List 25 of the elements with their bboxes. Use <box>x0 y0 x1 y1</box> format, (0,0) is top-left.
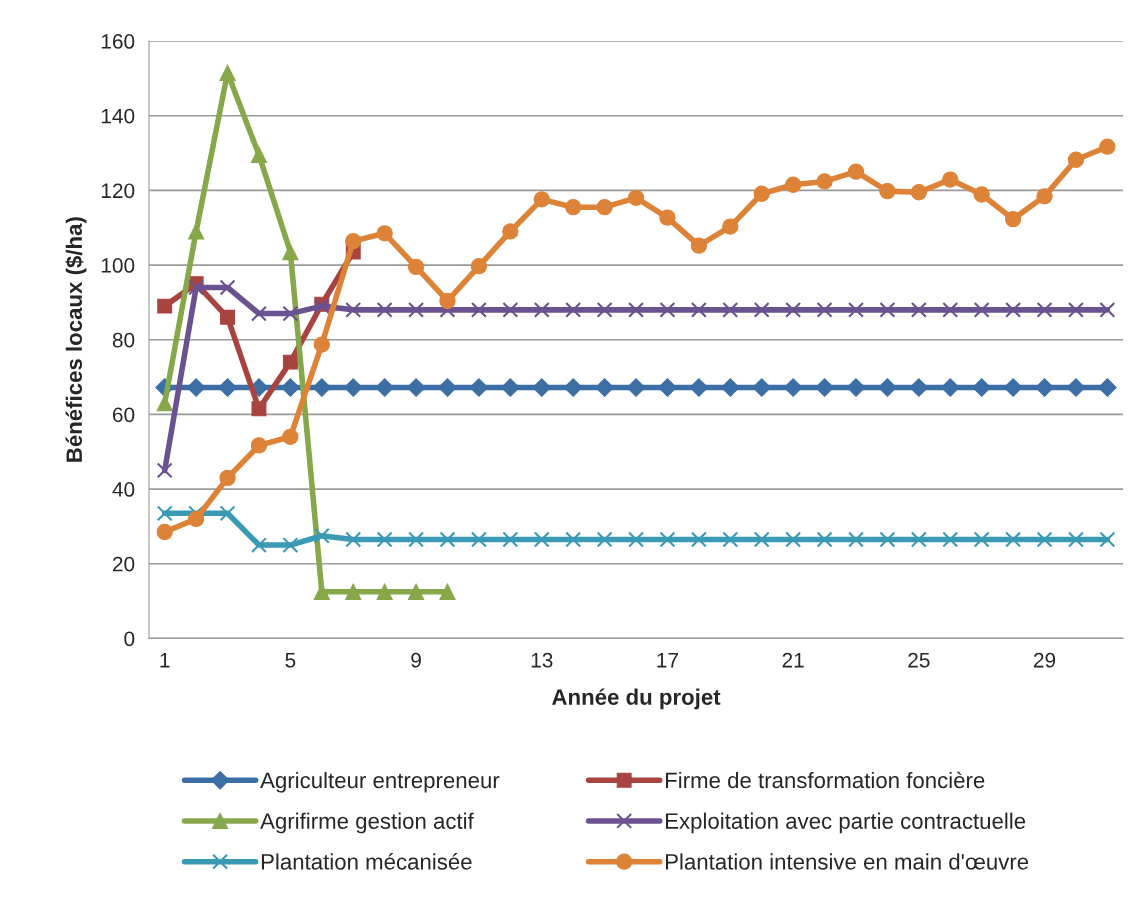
y-axis-title: Bénéfices locaux ($/ha) <box>65 217 87 462</box>
x-tick-label: 1 <box>160 653 170 668</box>
legend-label: Firme de transformation foncière <box>665 771 985 789</box>
legend-label: Exploitation avec partie contractuelle <box>665 812 1026 834</box>
x-tick-label: 17 <box>657 653 678 668</box>
legend-label: Plantation mécanisée <box>261 853 472 870</box>
y-tick-label: 40 <box>112 482 135 497</box>
x-tick-label: 9 <box>411 652 421 668</box>
y-tick-label: 140 <box>101 108 135 124</box>
x-tick-label: 25 <box>908 652 930 668</box>
x-axis-title: Année du projet <box>552 688 721 710</box>
x-tick-label: 13 <box>531 652 553 668</box>
y-tick-label: 80 <box>112 332 135 348</box>
y-tick-label: 160 <box>101 34 135 49</box>
x-tick-label: 5 <box>285 653 296 668</box>
y-tick-label: 100 <box>101 258 135 273</box>
legend-label: Agrifirme gestion actif <box>260 812 474 834</box>
x-tick-label: 29 <box>1033 652 1056 668</box>
x-tick-label: 21 <box>782 652 804 668</box>
y-tick-label: 120 <box>101 183 135 199</box>
y-tick-label: 60 <box>112 407 135 423</box>
y-tick-label: 20 <box>112 556 135 572</box>
y-tick-label: 0 <box>124 631 135 647</box>
legend-label: Plantation intensive en main d'œuvre <box>665 853 1029 870</box>
legend-label: Agriculteur entrepreneur <box>260 771 500 793</box>
